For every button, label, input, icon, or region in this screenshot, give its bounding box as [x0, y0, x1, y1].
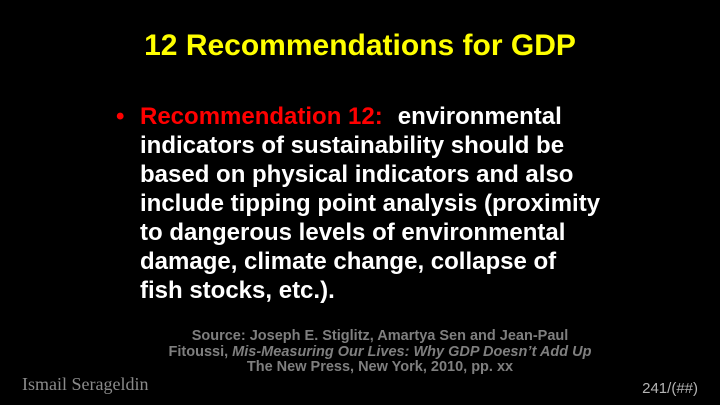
- bullet-line-text: environmental: [397, 103, 562, 130]
- bullet-line: based on physical indicators and also: [140, 161, 574, 188]
- bullet-line: indicators of sustainability should be: [140, 132, 565, 159]
- bullet-marker: •: [116, 103, 125, 130]
- source-line-1: Source: Joseph E. Stiglitz, Amartya Sen …: [191, 328, 569, 344]
- page-number: 241/(##): [642, 380, 698, 397]
- recommendation-lead: Recommendation 12:: [140, 103, 383, 130]
- bullet-line: include tipping point analysis (proximit…: [140, 190, 601, 217]
- bullet-line: fish stocks, etc.).: [140, 277, 335, 304]
- source-line-2: Fitoussi, Mis-Measuring Our Lives: Why G…: [110, 343, 650, 361]
- source-citation: Source: Joseph E. Stiglitz, Amartya Sen …: [110, 328, 650, 376]
- author-name: Ismail Serageldin: [22, 374, 149, 394]
- bullet-line: to dangerous levels of environmental: [140, 219, 566, 246]
- slide-title: 12 Recommendations for GDP: [144, 29, 576, 62]
- bullet-line: damage, climate change, collapse of: [140, 248, 557, 275]
- bullet-line: Recommendation 12: environmental: [140, 102, 600, 131]
- bullet-block: • Recommendation 12: environmental indica…: [116, 102, 600, 305]
- book-title: Mis-Measuring Our Lives: Why GDP Doesn’t…: [232, 343, 592, 360]
- source-line-2-plain: Fitoussi,: [168, 343, 233, 360]
- source-line-3: The New Press, New York, 2010, pp. xx: [246, 359, 514, 375]
- bullet-text: Recommendation 12: environmental indicato…: [140, 102, 600, 305]
